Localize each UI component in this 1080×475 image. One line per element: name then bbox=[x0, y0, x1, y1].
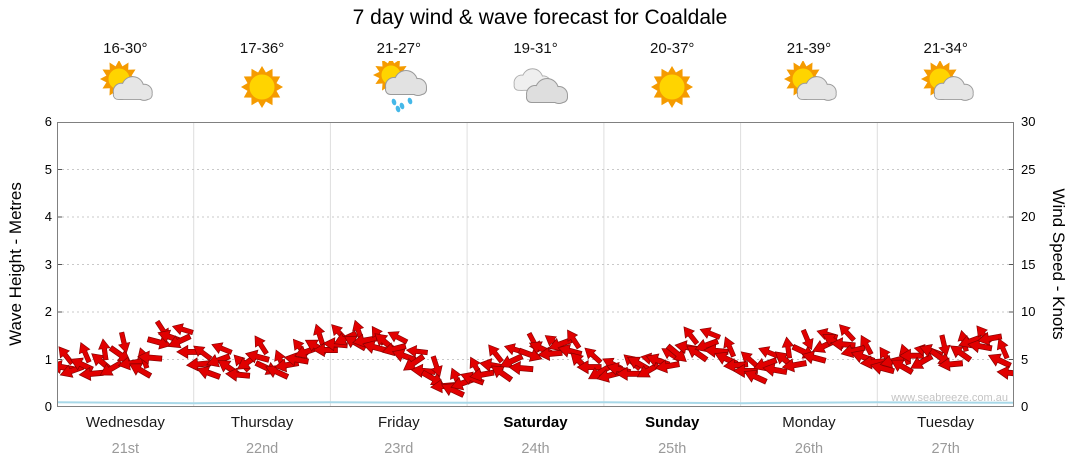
weather-icons-row bbox=[57, 60, 1014, 116]
left-tick-label: 2 bbox=[44, 304, 52, 319]
partly-cloudy-icon bbox=[783, 61, 837, 101]
rain-icon bbox=[372, 61, 427, 113]
plot-area: www.seabreeze.com.au bbox=[49, 121, 1022, 408]
day-name: Monday bbox=[782, 414, 836, 431]
wind-arrows bbox=[49, 319, 1022, 398]
day-name: Thursday bbox=[230, 414, 294, 431]
weather-icon-cell bbox=[194, 60, 331, 116]
partly-cloudy-icon bbox=[100, 61, 154, 101]
day-temperature: 21-27° bbox=[376, 40, 421, 57]
day-temperature: 20-37° bbox=[650, 40, 695, 57]
right-tick-label: 5 bbox=[1021, 351, 1029, 367]
day-temperature: 16-30° bbox=[103, 40, 148, 57]
right-tick-label: 10 bbox=[1021, 304, 1036, 319]
weather-icon-cell bbox=[604, 60, 741, 116]
sunny-icon bbox=[651, 66, 694, 108]
day-name: Saturday bbox=[503, 414, 568, 431]
wave-height-line bbox=[56, 401, 1015, 405]
plot-border bbox=[57, 122, 1014, 407]
day-date: 22nd bbox=[245, 441, 279, 457]
right-tick-label: 0 bbox=[1021, 399, 1029, 414]
day-name: Tuesday bbox=[917, 414, 975, 431]
left-tick-label: 4 bbox=[44, 209, 52, 224]
right-tick-label: 15 bbox=[1021, 256, 1036, 272]
day-date: 27th bbox=[931, 441, 960, 457]
day-names-row: Wednesday Thursday Friday Saturday Sunday Mon… bbox=[57, 414, 1014, 431]
left-tick-label: 0 bbox=[44, 399, 52, 414]
watermark: www.seabreeze.com.au bbox=[891, 392, 1008, 404]
temperature-row: 16-30° 17-36° 21-27° 19-31° 20-37° 21-39° 21-3… bbox=[57, 40, 1014, 57]
day-temperature: 21-39° bbox=[786, 40, 832, 57]
day-temperature: 21-34° bbox=[923, 40, 968, 57]
horizontal-gridlines bbox=[57, 169, 1014, 360]
left-axis-label: Wave Height - Metres bbox=[6, 182, 25, 346]
left-tick-label: 5 bbox=[44, 161, 52, 177]
plot-svg bbox=[49, 121, 1022, 408]
right-tick-label: 30 bbox=[1021, 114, 1036, 129]
day-date: 23rd bbox=[384, 441, 414, 457]
weather-icon-cell bbox=[467, 60, 604, 116]
weather-icon-cell bbox=[57, 60, 194, 116]
right-axis-label: Wind Speed - Knots bbox=[1049, 188, 1068, 340]
day-dates-row: 21st 22nd 23rd 24th 25th 26th 27th bbox=[57, 441, 1014, 457]
left-tick-label: 6 bbox=[44, 114, 52, 129]
left-tick-label: 1 bbox=[44, 351, 52, 367]
weather-icon-cell bbox=[330, 60, 467, 116]
day-name: Wednesday bbox=[85, 414, 165, 431]
weather-icon-cell bbox=[741, 60, 878, 116]
day-name: Friday bbox=[377, 414, 420, 431]
right-tick-label: 25 bbox=[1021, 161, 1036, 177]
day-date: 26th bbox=[794, 441, 824, 457]
right-tick-label: 20 bbox=[1021, 209, 1036, 224]
weather-icon-cell bbox=[877, 60, 1014, 116]
day-temperature: 19-31° bbox=[513, 40, 558, 57]
day-date: 25th bbox=[658, 441, 687, 457]
day-date: 24th bbox=[521, 441, 550, 457]
page-title: 7 day wind & wave forecast for Coaldale bbox=[352, 6, 728, 29]
day-date: 21st bbox=[111, 441, 140, 457]
cloudy-icon bbox=[513, 68, 568, 104]
day-name: Sunday bbox=[645, 414, 700, 431]
partly-cloudy-icon bbox=[920, 61, 974, 101]
sunny-icon bbox=[241, 66, 284, 108]
day-temperature: 17-36° bbox=[239, 40, 285, 57]
left-tick-label: 3 bbox=[44, 256, 52, 272]
